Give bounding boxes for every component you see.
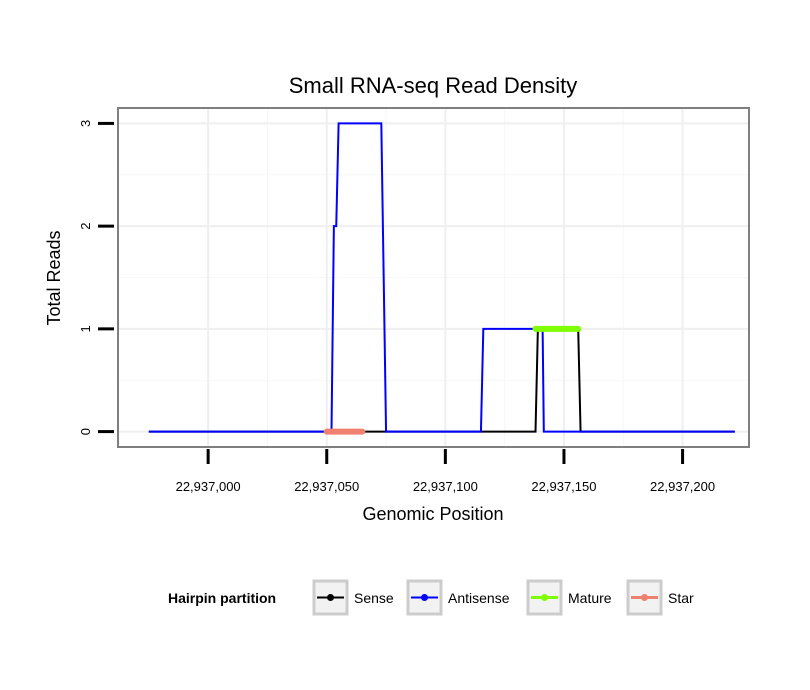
legend-item-antisense: Antisense — [406, 579, 510, 616]
legend-item-sense: Sense — [312, 579, 394, 616]
y-tick-label: 2 — [78, 223, 93, 230]
legend-title: Hairpin partition — [168, 590, 276, 606]
x-tick-label: 22,937,050 — [294, 479, 359, 494]
y-axis: 0 1 2 3 — [78, 120, 114, 435]
legend: Hairpin partition Sense Antisense Mature… — [168, 579, 694, 616]
x-tick-label: 22,937,000 — [176, 479, 241, 494]
y-axis-title: Total Reads — [44, 230, 64, 325]
legend-dot-mature — [541, 594, 548, 601]
legend-dot-star — [641, 594, 648, 601]
legend-label-star: Star — [668, 590, 694, 606]
x-axis: 22,937,000 22,937,050 22,937,100 22,937,150… — [176, 449, 715, 494]
legend-item-mature: Mature — [526, 579, 612, 616]
legend-item-star: Star — [626, 579, 694, 616]
legend-label-mature: Mature — [568, 590, 612, 606]
x-tick-label: 22,937,100 — [413, 479, 478, 494]
legend-dot-sense — [327, 594, 334, 601]
chart-title: Small RNA-seq Read Density — [289, 73, 578, 98]
x-tick-label: 22,937,150 — [531, 479, 596, 494]
legend-label-antisense: Antisense — [448, 590, 510, 606]
legend-label-sense: Sense — [354, 590, 394, 606]
y-tick-label: 3 — [78, 120, 93, 127]
y-tick-label: 1 — [78, 325, 93, 332]
data-series — [148, 122, 735, 435]
series-line-antisense — [148, 122, 735, 433]
y-tick-label: 0 — [78, 428, 93, 435]
grid-lines — [118, 108, 749, 447]
plot-border — [117, 107, 750, 448]
x-axis-title: Genomic Position — [362, 504, 503, 524]
legend-dot-antisense — [421, 594, 428, 601]
x-tick-label: 22,937,200 — [650, 479, 715, 494]
